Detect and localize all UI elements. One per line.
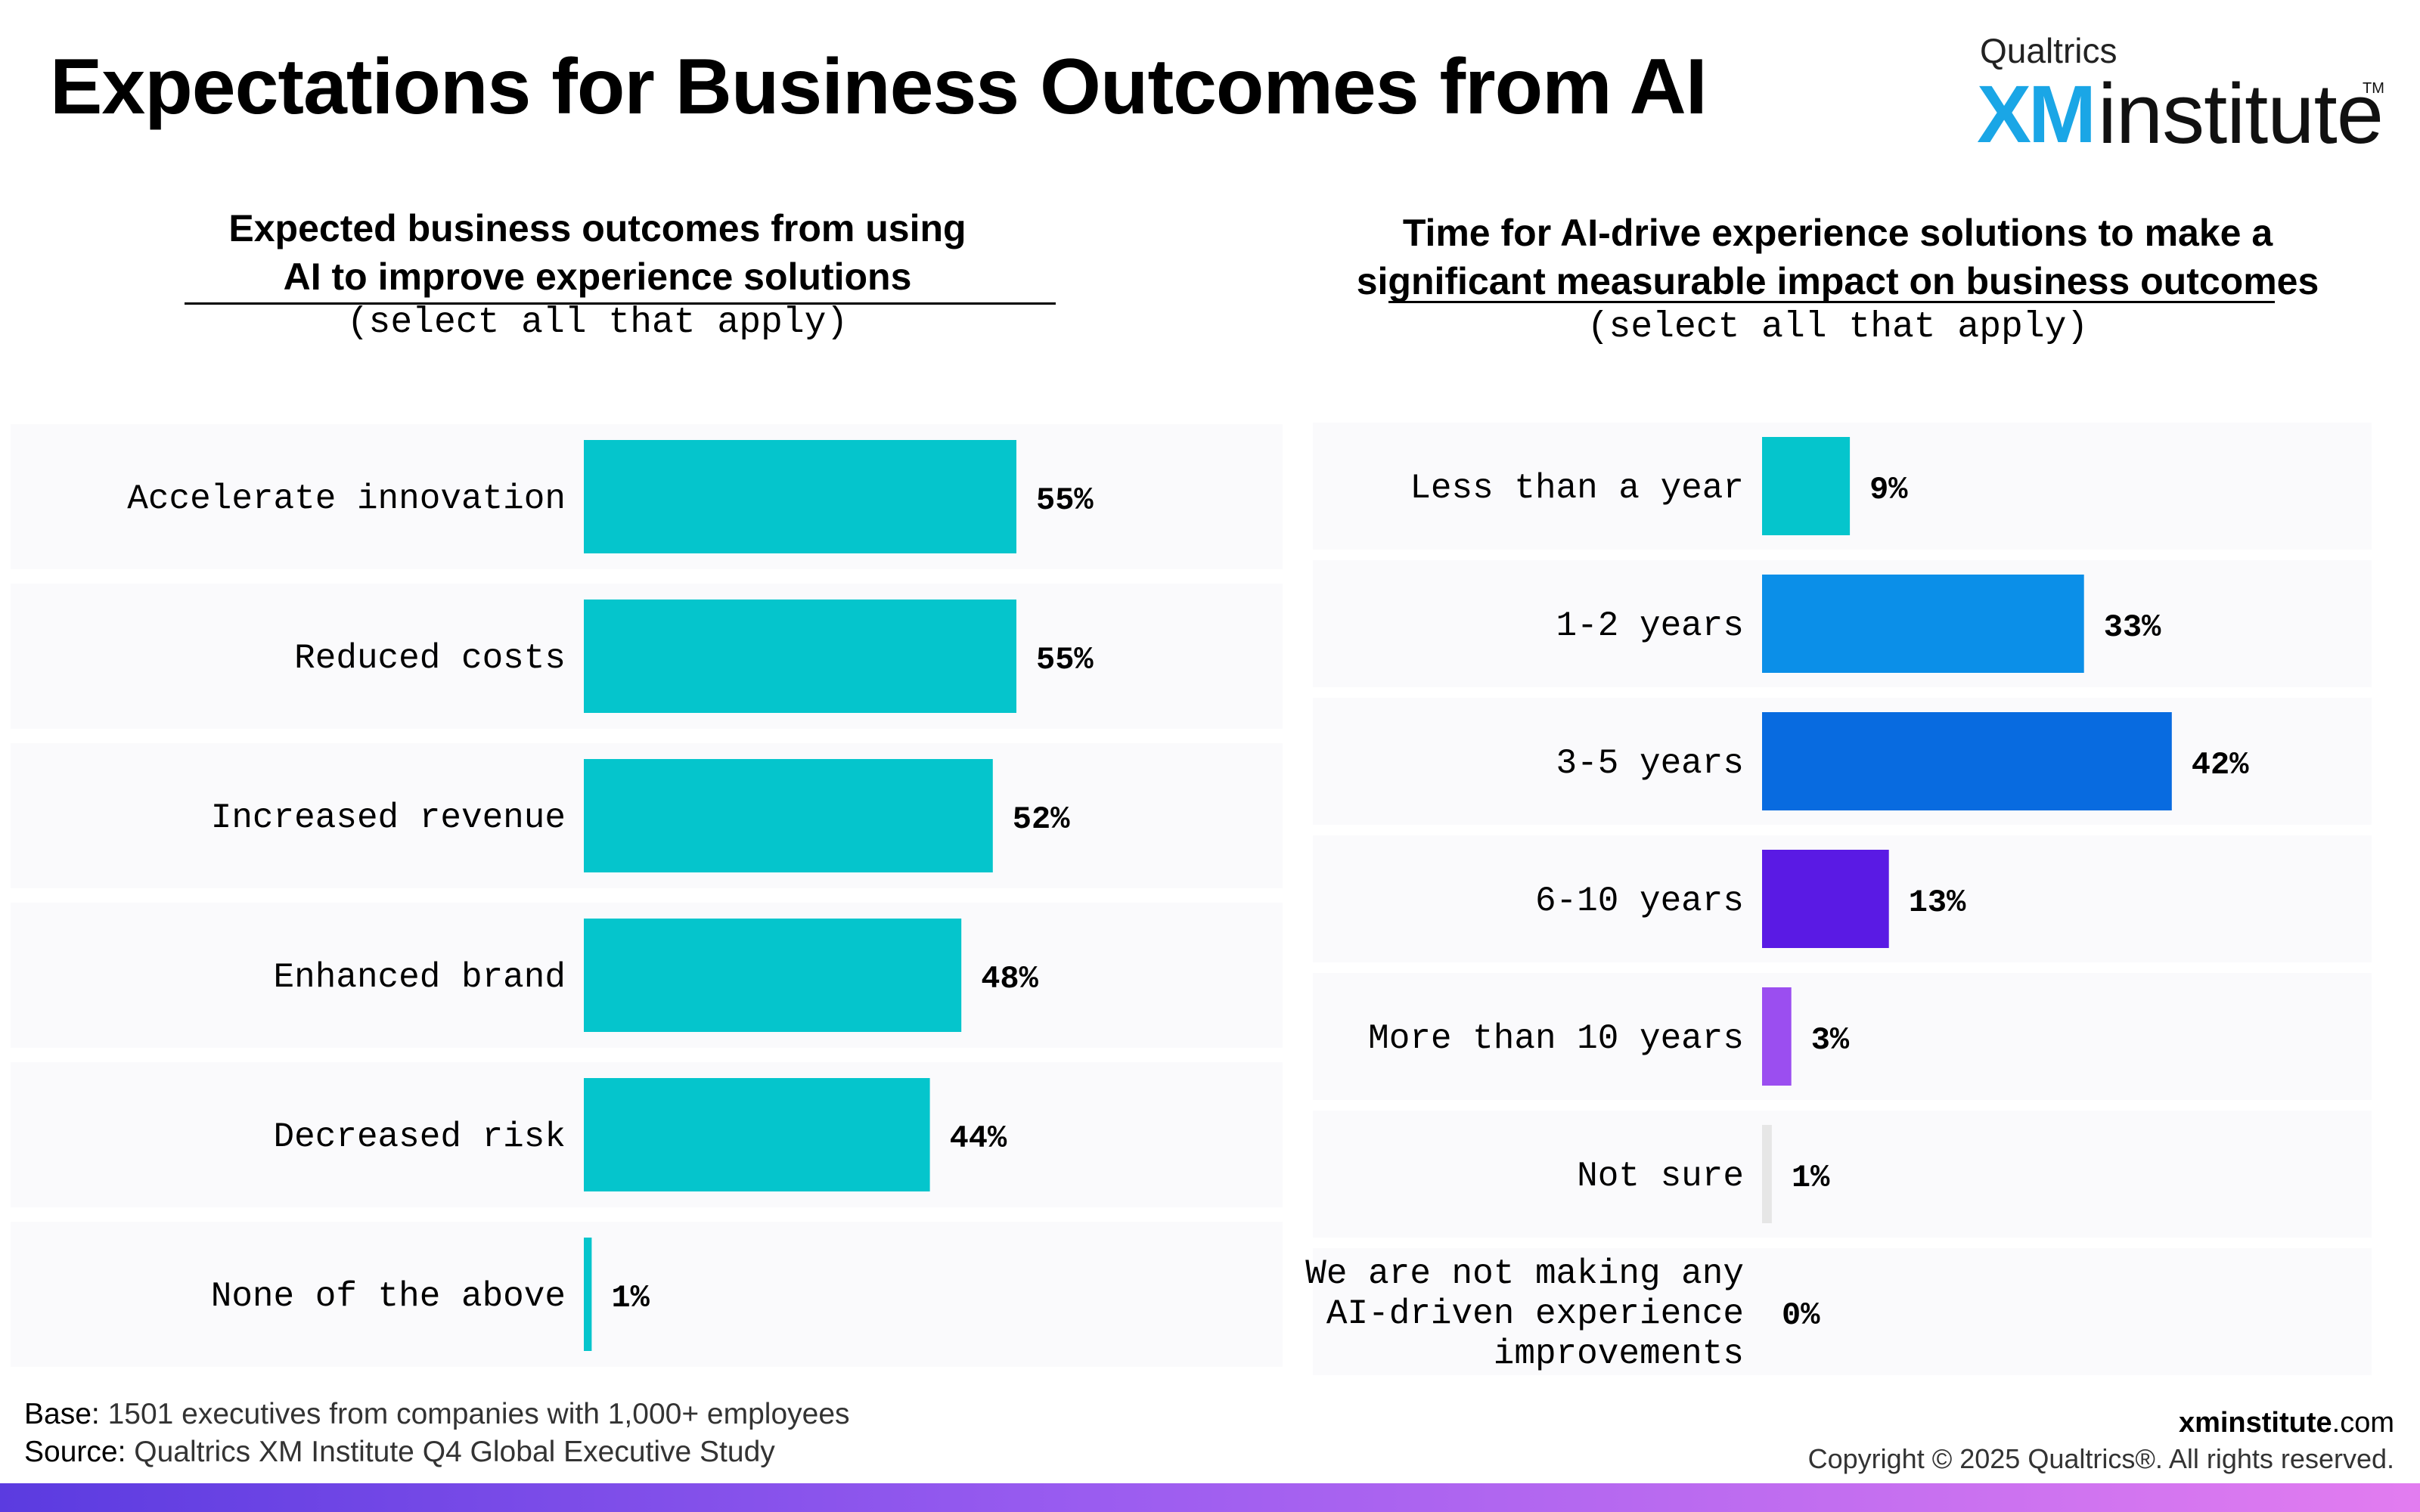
row-band [11, 1222, 1283, 1367]
row-band [1313, 1111, 2372, 1238]
category-label: Accelerate innovation [127, 479, 566, 519]
bar [584, 1078, 930, 1191]
bar [1762, 437, 1851, 535]
logo-institute-text: institute [2098, 67, 2384, 161]
bar [584, 440, 1016, 553]
category-label: 1-2 years [1556, 606, 1744, 646]
value-label: 13% [1909, 885, 1966, 921]
site-name: xminstitute [2178, 1407, 2332, 1439]
copyright-text: Copyright © 2025 Qualtrics®. All rights … [1807, 1443, 2394, 1474]
left-chart-title: Expected business outcomes from using AI… [182, 204, 1013, 345]
category-label: Not sure [1577, 1157, 1744, 1196]
base-label: Base: [24, 1398, 100, 1430]
bottom-gradient-bar [0, 1483, 2420, 1512]
left-chart-subtitle: (select all that apply) [346, 302, 849, 343]
category-label: AI-driven experience [1326, 1294, 1744, 1334]
bar [1762, 712, 2172, 810]
bar [584, 759, 993, 872]
source-text: Qualtrics XM Institute Q4 Global Executi… [134, 1436, 775, 1468]
value-label: 55% [1036, 642, 1094, 678]
right-chart-subtitle: (select all that apply) [1587, 307, 2089, 348]
right-chart-title-line2: significant measurable impact on busines… [1356, 260, 2319, 302]
right-title-underline [1388, 301, 2275, 303]
bar [1762, 987, 1792, 1086]
value-label: 33% [2104, 609, 2161, 646]
value-label: 48% [981, 961, 1038, 997]
bar [1762, 850, 1889, 948]
left-chart-title-line1: Expected business outcomes from using [228, 207, 966, 249]
base-text: 1501 executives from companies with 1,00… [107, 1398, 850, 1430]
category-label: improvements [1494, 1334, 1744, 1374]
category-label: We are not making any [1305, 1254, 1744, 1294]
footer-right: xminstitute.com Copyright © 2025 Qualtri… [1808, 1405, 2394, 1477]
bar [1762, 1125, 1772, 1223]
category-label: Increased revenue [211, 798, 566, 838]
value-label: 52% [1013, 801, 1070, 838]
xm-institute-logo: Qualtrics XM institute TM [1977, 30, 2385, 161]
category-label: Enhanced brand [274, 958, 566, 997]
bar [584, 600, 1016, 713]
base-note: Base: 1501 executives from companies wit… [24, 1396, 850, 1433]
logo-brand-text: Qualtrics [1980, 31, 2118, 70]
site-tld: .com [2332, 1407, 2394, 1439]
category-label: Reduced costs [294, 639, 566, 678]
left-title-underline [185, 302, 1056, 305]
site-link[interactable]: xminstitute.com [1808, 1405, 2394, 1441]
value-label: 42% [2192, 747, 2249, 783]
value-label: 44% [950, 1120, 1007, 1157]
category-label: Less than a year [1410, 469, 1744, 508]
value-label: 3% [1811, 1022, 1850, 1058]
logo-tm-mark: TM [2363, 80, 2384, 97]
value-label: 1% [611, 1280, 650, 1316]
category-label: 3-5 years [1556, 744, 1744, 783]
value-label: 0% [1782, 1297, 1820, 1334]
right-chart-title: Time for AI-drive experience solutions t… [1331, 209, 2344, 349]
right-chart-title-line1: Time for AI-drive experience solutions t… [1402, 212, 2273, 254]
value-label: 9% [1869, 472, 1908, 508]
bar [1762, 575, 2084, 673]
row-band [1313, 973, 2372, 1100]
logo-xm-text: XM [1977, 68, 2096, 160]
charts-canvas: Accelerate innovation 55% Reduced costs 55%… [11, 437, 2372, 1375]
footer-notes: Base: 1501 executives from companies wit… [24, 1396, 850, 1471]
category-label: More than 10 years [1368, 1019, 1744, 1058]
left-chart-title-line2: AI to improve experience solutions [283, 256, 912, 298]
row-band [1313, 1248, 2372, 1375]
category-label: None of the above [211, 1277, 566, 1316]
source-note: Source: Qualtrics XM Institute Q4 Global… [24, 1433, 850, 1471]
category-label: 6-10 years [1535, 881, 1744, 921]
page-title: Expectations for Business Outcomes from … [50, 43, 1708, 131]
bar [584, 1238, 592, 1351]
value-label: 1% [1792, 1160, 1830, 1196]
category-label: Decreased risk [274, 1117, 566, 1157]
bar [584, 919, 962, 1032]
source-label: Source: [24, 1436, 126, 1468]
value-label: 55% [1036, 482, 1094, 519]
